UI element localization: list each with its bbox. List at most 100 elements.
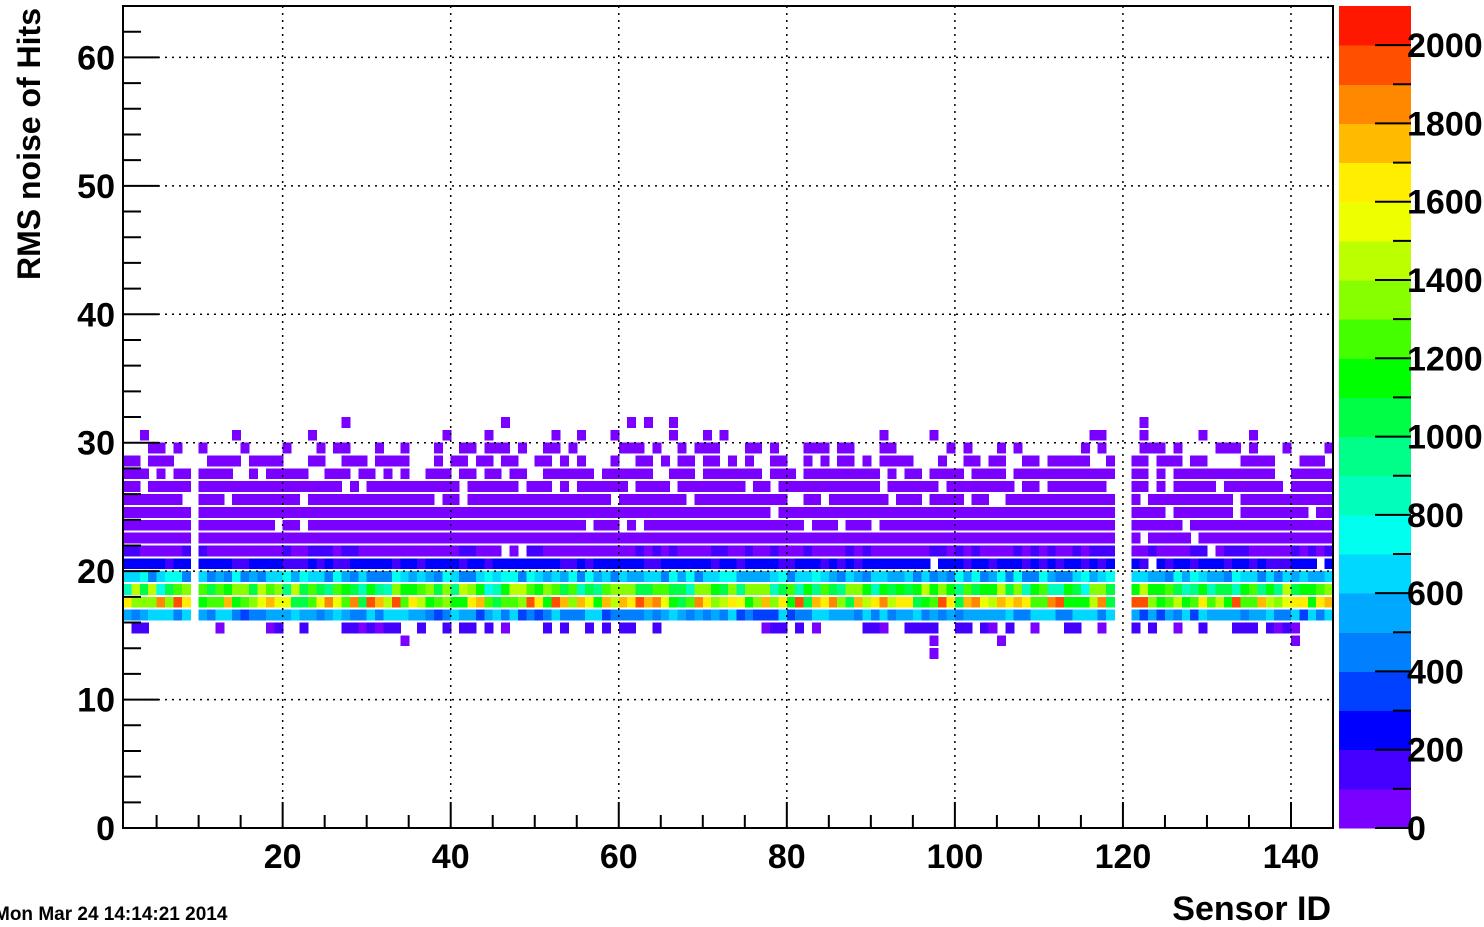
heatmap-cell	[870, 494, 880, 505]
heatmap-cell	[1173, 494, 1183, 505]
heatmap-cell	[1097, 583, 1107, 595]
heatmap-cell	[123, 571, 132, 582]
heatmap-cell	[1013, 506, 1023, 518]
heatmap-cell	[274, 494, 284, 505]
heatmap-cell	[291, 519, 301, 531]
heatmap-cell	[257, 558, 267, 570]
heatmap-cell	[870, 622, 880, 634]
heatmap-cell	[1248, 622, 1258, 634]
heatmap-cell	[1173, 455, 1183, 467]
heatmap-cell	[408, 494, 418, 505]
heatmap-cell	[1265, 622, 1275, 634]
heatmap-cell	[1290, 583, 1300, 595]
heatmap-cell	[980, 532, 990, 544]
color-scale-tick-label: 1400	[1407, 262, 1483, 300]
heatmap-cell	[627, 622, 637, 634]
heatmap-cell	[139, 519, 149, 531]
heatmap-cell	[601, 519, 611, 531]
heatmap-cell	[391, 481, 401, 493]
heatmap-cell	[299, 506, 309, 518]
heatmap-cell	[854, 596, 864, 608]
heatmap-cell	[123, 545, 132, 557]
heatmap-cell	[534, 455, 544, 467]
heatmap-cell	[652, 596, 662, 608]
heatmap-cell	[1089, 558, 1099, 570]
heatmap-cell	[391, 609, 401, 621]
heatmap-cell	[459, 609, 469, 621]
heatmap-cell	[442, 468, 452, 480]
heatmap-cell	[1055, 558, 1065, 570]
heatmap-cell	[501, 622, 511, 634]
heatmap-cell	[971, 596, 981, 608]
heatmap-cell	[744, 609, 754, 621]
color-scale-band	[1339, 436, 1411, 477]
heatmap-cell	[1047, 494, 1057, 505]
heatmap-cell	[1248, 429, 1258, 441]
heatmap-cell	[375, 519, 385, 531]
heatmap-cell	[719, 468, 729, 480]
heatmap-cell	[307, 429, 317, 441]
heatmap-cell	[896, 583, 906, 595]
heatmap-cell	[198, 609, 208, 621]
heatmap-cell	[501, 596, 511, 608]
heatmap-cell	[1013, 532, 1023, 544]
heatmap-cell	[1089, 519, 1099, 531]
heatmap-cell	[1156, 532, 1166, 544]
heatmap-cell	[173, 519, 183, 531]
heatmap-cell	[526, 506, 536, 518]
heatmap-cell	[534, 596, 544, 608]
heatmap-cell	[299, 583, 309, 595]
heatmap-cell	[610, 596, 620, 608]
heatmap-cell	[198, 519, 208, 531]
heatmap-cell	[988, 545, 998, 557]
heatmap-cell	[728, 468, 737, 480]
heatmap-cell	[912, 506, 922, 518]
heatmap-cell	[131, 519, 141, 531]
heatmap-cell	[1190, 571, 1200, 582]
heatmap-cell	[173, 558, 183, 570]
heatmap-cell	[963, 532, 973, 544]
heatmap-cell	[1324, 506, 1334, 518]
heatmap-cell	[887, 558, 897, 570]
heatmap-cell	[1005, 571, 1015, 582]
heatmap-cell	[736, 494, 746, 505]
heatmap-cell	[425, 571, 435, 582]
heatmap-cell	[862, 558, 872, 570]
heatmap-cell	[736, 481, 746, 493]
heatmap-cell	[694, 506, 704, 518]
heatmap-cell	[643, 545, 653, 557]
heatmap-cell	[173, 532, 183, 544]
heatmap-cell	[568, 519, 578, 531]
heatmap-cell	[307, 571, 317, 582]
heatmap-cell	[627, 583, 637, 595]
heatmap-cell	[1282, 545, 1292, 557]
heatmap-cell	[291, 558, 301, 570]
heatmap-cell	[240, 596, 250, 608]
heatmap-cell	[148, 519, 158, 531]
heatmap-cell	[366, 532, 376, 544]
heatmap-cell	[1240, 558, 1250, 570]
heatmap-cell	[1148, 571, 1158, 582]
heatmap-cell	[391, 532, 401, 544]
heatmap-cell	[484, 519, 494, 531]
heatmap-cell	[702, 494, 712, 505]
heatmap-cell	[912, 468, 922, 480]
heatmap-cell	[559, 455, 569, 467]
heatmap-cell	[1173, 519, 1183, 531]
heatmap-cell	[333, 609, 343, 621]
heatmap-cell	[375, 545, 385, 557]
heatmap-cell	[929, 609, 939, 621]
heatmap-cell	[383, 519, 393, 531]
heatmap-cell	[669, 558, 679, 570]
heatmap-cell	[425, 558, 435, 570]
heatmap-cell	[585, 532, 595, 544]
heatmap-cell	[467, 532, 477, 544]
heatmap-cell	[1148, 583, 1158, 595]
heatmap-cell	[820, 571, 830, 582]
heatmap-cell	[215, 622, 225, 634]
heatmap-cell	[299, 622, 309, 634]
heatmap-cell	[1181, 558, 1191, 570]
heatmap-cell	[333, 494, 343, 505]
heatmap-cell	[601, 596, 611, 608]
heatmap-cell	[685, 519, 695, 531]
